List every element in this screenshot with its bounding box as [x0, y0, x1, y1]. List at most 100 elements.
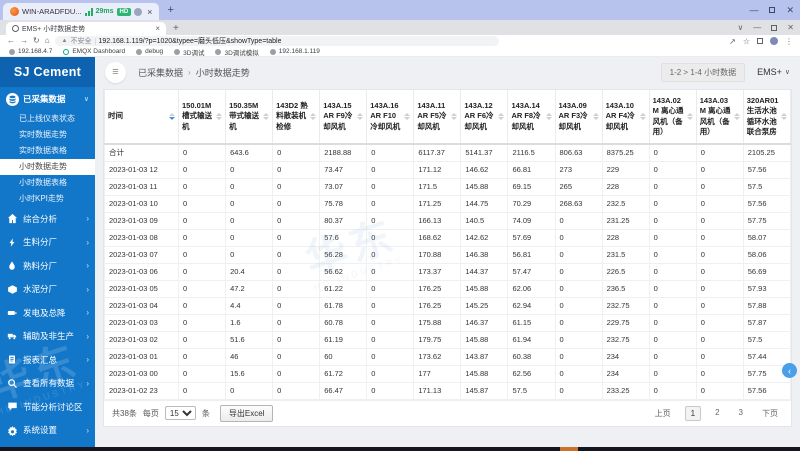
- column-header[interactable]: 时间: [104, 90, 179, 145]
- browser-menu-icon[interactable]: ⋮: [785, 36, 793, 46]
- bookmark-item[interactable]: 3D调试模拟: [215, 47, 259, 57]
- export-excel-button[interactable]: 导出Excel: [219, 404, 274, 422]
- bookmark-item[interactable]: EMQX Dashboard: [63, 48, 125, 55]
- bookmark-star-icon[interactable]: ☆: [742, 36, 750, 46]
- browser-profile-chevron-icon[interactable]: ∨: [737, 23, 744, 32]
- table-cell: 0: [177, 330, 227, 349]
- remote-minimize-button[interactable]: —: [749, 5, 759, 15]
- bookmark-item[interactable]: 192.168.4.7: [9, 48, 52, 55]
- browser-maximize-button[interactable]: [771, 24, 778, 31]
- column-header[interactable]: 143A.14AR F8冷却风机: [507, 90, 556, 145]
- column-header[interactable]: 143D2 熟料散装机检修: [272, 90, 321, 145]
- column-header[interactable]: 150.01M 槽式输送机: [177, 90, 227, 145]
- sort-icon[interactable]: [216, 113, 223, 120]
- remote-session-tab[interactable]: WIN-ARADFDU... 29ms HD ×: [3, 3, 160, 20]
- page-button-2[interactable]: 2: [715, 407, 720, 417]
- sort-icon[interactable]: [781, 113, 787, 120]
- sort-icon[interactable]: [451, 113, 458, 120]
- browser-tab[interactable]: EMS+ 小时数据走势 ×: [6, 22, 166, 35]
- column-header[interactable]: 143A.12AR F6冷却风机: [460, 90, 509, 145]
- sidebar-item-节能分析讨论区[interactable]: 节能分析讨论区: [0, 395, 95, 419]
- sidebar-item-生料分厂[interactable]: 生料分厂 ›: [0, 231, 95, 255]
- sidebar-item-发电及总降[interactable]: 发电及总降 ›: [0, 301, 95, 325]
- bookmark-item[interactable]: 3D调试: [174, 47, 204, 57]
- table-cell: 145.25: [460, 296, 509, 315]
- column-header[interactable]: 150.35M 带式输送机: [225, 90, 274, 145]
- extensions-icon[interactable]: [757, 38, 763, 44]
- sort-icon[interactable]: [639, 113, 646, 120]
- sidebar-item-水泥分厂[interactable]: 水泥分厂 ›: [0, 278, 95, 302]
- column-header[interactable]: 143A.16AR F10冷却风机: [366, 90, 415, 145]
- home-icon[interactable]: ⌂: [44, 36, 50, 45]
- sort-icon[interactable]: [357, 113, 364, 120]
- range-selector-button[interactable]: 1-2 > 1-4 小时数据: [660, 62, 746, 82]
- browser-minimize-button[interactable]: —: [753, 23, 762, 32]
- sort-icon[interactable]: [592, 113, 599, 120]
- column-header[interactable]: 143A.02M 离心通风机（备用）: [648, 90, 697, 145]
- prev-page-button[interactable]: 上页: [654, 408, 671, 418]
- taskbar-app-indicator[interactable]: [560, 447, 578, 451]
- remote-maximize-button[interactable]: [769, 7, 776, 13]
- sort-icon[interactable]: [545, 113, 552, 120]
- table-cell: 0: [272, 347, 321, 366]
- sort-icon[interactable]: [498, 113, 505, 120]
- sidebar-item-系统设置[interactable]: 系统设置 ›: [0, 419, 95, 443]
- hd-quality-badge[interactable]: HD: [116, 7, 132, 16]
- taskbar[interactable]: [0, 447, 800, 451]
- sidebar-item-报表汇总[interactable]: 报表汇总 ›: [0, 348, 95, 372]
- table-cell: 0: [554, 262, 603, 281]
- sidebar-item-查看所有数据[interactable]: 查看所有数据 ›: [0, 372, 95, 396]
- sort-icon[interactable]: [686, 113, 693, 120]
- column-header[interactable]: 143A.10AR F4冷却风机: [601, 90, 650, 145]
- sort-icon[interactable]: [169, 113, 175, 120]
- url-input[interactable]: ▲ 不安全 192.168.1.119/?p=1020&typee=磨头低压&s…: [54, 36, 499, 46]
- bookmark-item[interactable]: debug: [136, 48, 163, 55]
- next-page-button[interactable]: 下页: [762, 408, 778, 418]
- page-button-3[interactable]: 3: [738, 407, 743, 417]
- sidebar-subitem-实时数据表格[interactable]: 实时数据表格: [19, 146, 67, 155]
- remote-globe-icon[interactable]: [134, 7, 143, 16]
- column-header[interactable]: 143A.11AR F5冷却风机: [413, 90, 462, 145]
- breadcrumb-parent[interactable]: 已采集数据: [138, 67, 184, 78]
- sidebar-collapse-button[interactable]: ‹: [782, 363, 797, 378]
- browser-close-button[interactable]: ✕: [787, 23, 794, 32]
- sidebar-item-熟料分厂[interactable]: 熟料分厂 ›: [0, 254, 95, 278]
- table-cell: 177: [413, 364, 462, 383]
- table-cell: 145.88: [460, 177, 509, 196]
- sidebar-subitem-小时KPI走势[interactable]: 小时KPI走势: [19, 194, 64, 203]
- remote-tab-close-icon[interactable]: ×: [147, 6, 153, 17]
- sort-icon[interactable]: [310, 113, 317, 120]
- share-icon[interactable]: ↗: [729, 36, 736, 46]
- new-tab-button[interactable]: +: [173, 23, 179, 34]
- sidebar-subitem-实时数据走势[interactable]: 实时数据走势: [19, 130, 67, 139]
- table-cell: 0: [648, 296, 697, 315]
- menu-toggle-button[interactable]: ≡: [105, 61, 126, 83]
- column-header[interactable]: 320AR01 生活水池循环水池联合泵房: [742, 90, 792, 145]
- forward-icon[interactable]: →: [20, 36, 28, 45]
- sidebar-subitem-小时数据表格[interactable]: 小时数据表格: [19, 178, 67, 187]
- sidebar-item-综合分析[interactable]: 综合分析 ›: [0, 207, 95, 231]
- table-cell: 0: [366, 177, 415, 196]
- per-page-select[interactable]: 15: [164, 406, 196, 420]
- sort-icon[interactable]: [404, 113, 411, 120]
- remote-new-tab-button[interactable]: +: [167, 4, 174, 16]
- bookmark-label: debug: [145, 48, 164, 55]
- reload-icon[interactable]: ↻: [33, 36, 40, 45]
- remote-close-button[interactable]: ✕: [786, 4, 794, 15]
- profile-avatar[interactable]: [770, 37, 778, 45]
- table-cell: 0: [366, 330, 415, 349]
- back-icon[interactable]: ←: [7, 36, 15, 45]
- sidebar-subitem-小时数据走势[interactable]: 小时数据走势: [0, 159, 95, 175]
- column-header[interactable]: 143A.15AR F9冷却风机: [319, 90, 368, 145]
- bookmark-item[interactable]: 192.168.1.119: [269, 48, 320, 55]
- column-header[interactable]: 143A.03M 离心通风机（备用）: [695, 90, 744, 145]
- sidebar-item-collected-data[interactable]: 已采集数据 ∨: [0, 87, 95, 111]
- app-switcher-dropdown[interactable]: EMS+ ∨: [757, 67, 790, 77]
- sidebar-item-辅助及非生产[interactable]: 辅助及非生产 ›: [0, 325, 95, 349]
- tab-close-icon[interactable]: ×: [155, 24, 160, 33]
- sort-icon[interactable]: [733, 113, 740, 120]
- sort-icon[interactable]: [263, 113, 270, 120]
- sidebar-subitem-已上线仪表状态[interactable]: 已上线仪表状态: [19, 114, 75, 123]
- page-button-1[interactable]: 1: [684, 405, 702, 421]
- column-header[interactable]: 143A.09AR F3冷却风机: [554, 90, 603, 145]
